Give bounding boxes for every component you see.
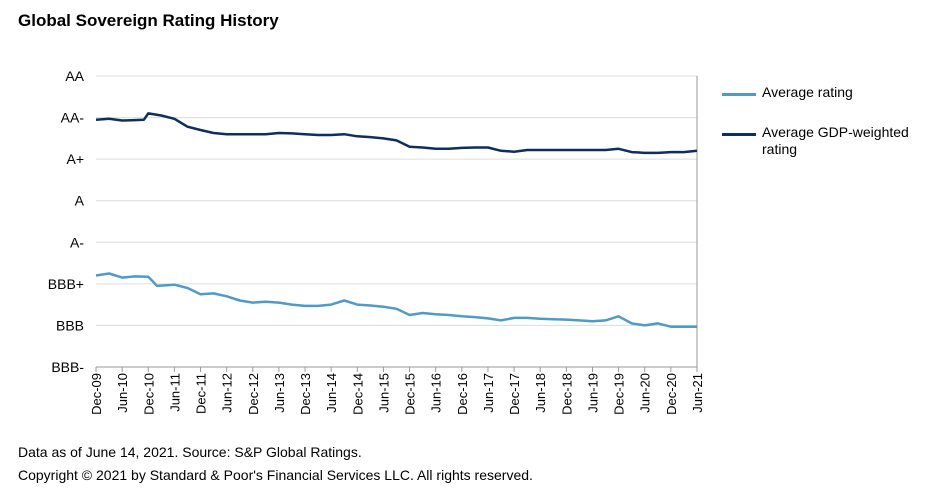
x-tick-label: Dec-17 xyxy=(507,373,522,415)
x-tick-label: Jun-19 xyxy=(585,373,600,413)
x-tick-label: Jun-17 xyxy=(481,373,496,413)
y-tick-labels: BBB- BBB BBB+ A- A A+ AA- AA xyxy=(48,68,85,375)
y-tick-label: A+ xyxy=(66,151,84,167)
x-tick-label: Dec-10 xyxy=(141,373,156,415)
x-tick-label: Jun-18 xyxy=(533,373,548,413)
x-tick-label: Dec-11 xyxy=(194,373,209,414)
x-tick-label: Dec-16 xyxy=(455,373,470,415)
x-tick-label: Dec-18 xyxy=(559,373,574,415)
x-tick-label: Jun-12 xyxy=(220,373,235,413)
x-tick-label: Dec-20 xyxy=(664,373,679,415)
line-chart: BBB- BBB BBB+ A- A A+ AA- AA Dec-09 Jun-10 Dec-10… xyxy=(48,68,705,415)
legend-label-average-rating: Average rating xyxy=(762,84,853,100)
x-tick-label: Jun-10 xyxy=(115,373,130,413)
x-tick-label: Jun-15 xyxy=(376,373,391,413)
y-tick-label: AA- xyxy=(61,110,85,126)
y-tick-label: BBB- xyxy=(51,359,84,375)
series-line-gdp-weighted-rating xyxy=(95,112,698,155)
x-tick-label: Dec-12 xyxy=(246,373,261,415)
x-tick-label: Dec-19 xyxy=(612,373,627,415)
legend-swatch-average-rating xyxy=(722,93,756,96)
legend-swatch-gdp-weighted-rating xyxy=(722,133,756,136)
y-tick-label: BBB+ xyxy=(48,276,84,292)
axes xyxy=(95,76,698,372)
x-tick-label: Jun-16 xyxy=(429,373,444,413)
legend-item-gdp-weighted-rating: Average GDP-weighted rating xyxy=(722,124,927,158)
series-line-average-rating xyxy=(95,272,697,328)
x-tick-label: Dec-15 xyxy=(403,373,418,415)
legend: Average rating Average GDP-weighted rati… xyxy=(722,84,927,181)
legend-label-gdp-weighted-rating: Average GDP-weighted rating xyxy=(762,124,909,157)
source-note: Data as of June 14, 2021. Source: S&P Gl… xyxy=(18,444,362,460)
x-tick-label: Jun-21 xyxy=(690,373,705,413)
x-tick-label: Dec-14 xyxy=(350,373,365,415)
copyright-note: Copyright © 2021 by Standard & Poor's Fi… xyxy=(18,467,533,483)
x-tick-label: Dec-09 xyxy=(89,373,104,415)
y-tick-label: A- xyxy=(70,234,84,250)
y-tick-label: AA xyxy=(65,68,84,84)
x-tick-label: Jun-14 xyxy=(324,373,339,413)
series-lines xyxy=(95,112,698,328)
chart-title: Global Sovereign Rating History xyxy=(18,11,279,30)
gridlines xyxy=(96,75,697,326)
y-tick-label: BBB xyxy=(56,317,84,333)
x-tick-label: Dec-13 xyxy=(298,373,313,415)
y-tick-label: A xyxy=(75,193,85,209)
x-tick-labels: Dec-09 Jun-10 Dec-10 Jun-11 Dec-11 Jun-12 Dec-… xyxy=(89,373,705,415)
x-tick-label: Jun-13 xyxy=(272,373,287,413)
legend-item-average-rating: Average rating xyxy=(722,84,927,101)
x-tick-label: Jun-20 xyxy=(638,373,653,413)
x-tick-label: Jun-11 xyxy=(167,373,182,412)
